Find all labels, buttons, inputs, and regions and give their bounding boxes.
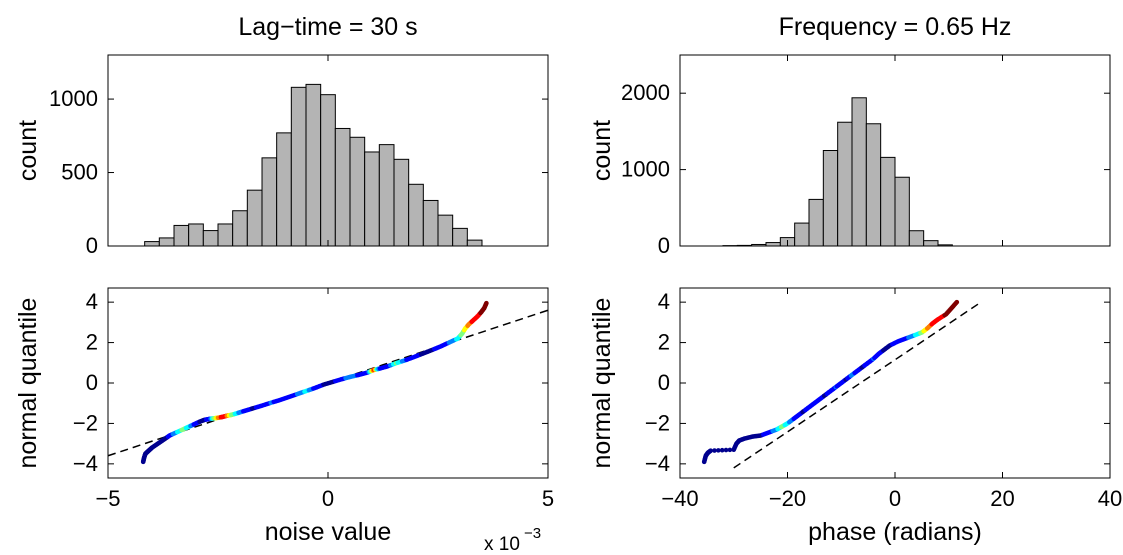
data-point [954, 299, 960, 305]
y-tick-label: 0 [86, 233, 98, 258]
y-tick-label: 0 [86, 370, 98, 395]
histogram-bar [908, 230, 925, 247]
x-axis-label: noise value [265, 518, 391, 546]
data-point [719, 447, 725, 453]
y-tick-label: 2000 [621, 80, 670, 105]
histogram-bar [422, 199, 439, 247]
histogram-bar [808, 198, 824, 247]
histogram-bar [837, 121, 853, 247]
histogram-bar [794, 222, 810, 247]
histogram-bar [851, 97, 867, 247]
x-scale-exponent: −3 [524, 525, 541, 542]
data-point [716, 448, 721, 453]
chart-title: Lag−time = 30 s [238, 13, 417, 41]
histogram-bar [822, 150, 839, 247]
histogram-bar [364, 151, 380, 247]
histogram-bar [290, 86, 307, 247]
histogram-bar [232, 210, 248, 247]
histogram-bar [349, 136, 366, 247]
y-tick-label: −2 [645, 410, 670, 435]
histogram-bar [305, 83, 322, 247]
histogram-bar [202, 230, 219, 247]
histogram-bar [880, 156, 896, 247]
y-tick-label: −2 [73, 410, 98, 435]
histogram-bar [261, 157, 278, 247]
y-tick-label: 1000 [49, 86, 98, 111]
chart-title: Frequency = 0.65 Hz [779, 13, 1012, 41]
reference-line [733, 301, 982, 469]
y-tick-label: 0 [658, 370, 670, 395]
x-tick-label: −40 [661, 486, 698, 511]
x-tick-label: 0 [322, 486, 334, 511]
histogram-bar [158, 237, 175, 247]
histogram-bar [217, 223, 234, 247]
y-axis-label: normal quantile [588, 298, 616, 469]
histogram-lag-time: 0 500 1000 Lag−time = 30 s count [14, 13, 549, 258]
x-scale-label: x 10 [484, 534, 520, 555]
histogram-bar [408, 183, 424, 247]
histogram-bar [144, 241, 160, 247]
data-point [484, 300, 489, 306]
histogram-bar [923, 240, 939, 247]
data-point [708, 448, 713, 454]
histogram-bar [334, 127, 351, 247]
x-axis-label: phase (radians) [808, 518, 982, 546]
y-tick-label: 1000 [621, 157, 670, 182]
histogram-bar [188, 223, 204, 247]
data-point [727, 447, 733, 453]
histogram-bar [393, 158, 410, 247]
y-tick-label: 2 [658, 330, 670, 355]
y-axis-label: count [14, 120, 42, 181]
y-axis-label: count [588, 120, 616, 181]
x-tick-label: 20 [990, 486, 1014, 511]
y-tick-label: 2 [86, 330, 98, 355]
y-tick-label: 500 [61, 160, 98, 185]
data-point [723, 447, 729, 453]
histogram-bar [378, 144, 395, 247]
y-tick-label: 4 [658, 289, 670, 314]
histogram-bar [865, 123, 882, 247]
axes-frame [679, 287, 1111, 479]
y-tick-label: 0 [658, 233, 670, 258]
histogram-bar [437, 214, 454, 247]
x-tick-label: −5 [95, 486, 120, 511]
histogram-bar [173, 224, 190, 247]
y-tick-label: −4 [645, 451, 670, 476]
x-tick-label: −20 [769, 486, 806, 511]
histogram-frequency: 0 1000 2000 Frequency = 0.65 Hz count [588, 13, 1111, 258]
x-tick-label: 5 [542, 486, 554, 511]
x-tick-label: 40 [1098, 486, 1122, 511]
histogram-bar [276, 132, 292, 247]
x-tick-label: 0 [889, 486, 901, 511]
histogram-bar [452, 227, 468, 247]
y-tick-label: −4 [73, 451, 98, 476]
histogram-bar [894, 176, 910, 247]
y-tick-label: 4 [86, 289, 98, 314]
histogram-bar [246, 189, 263, 247]
qq-plot-noise: −4 −2 0 2 4 −5 0 5 normal quantile noise value x 1… [14, 287, 554, 555]
histogram-bar [320, 94, 336, 247]
histogram-bar [466, 239, 483, 247]
data-point [712, 448, 717, 453]
y-axis-label: normal quantile [14, 298, 42, 469]
histogram-bar [765, 242, 781, 247]
